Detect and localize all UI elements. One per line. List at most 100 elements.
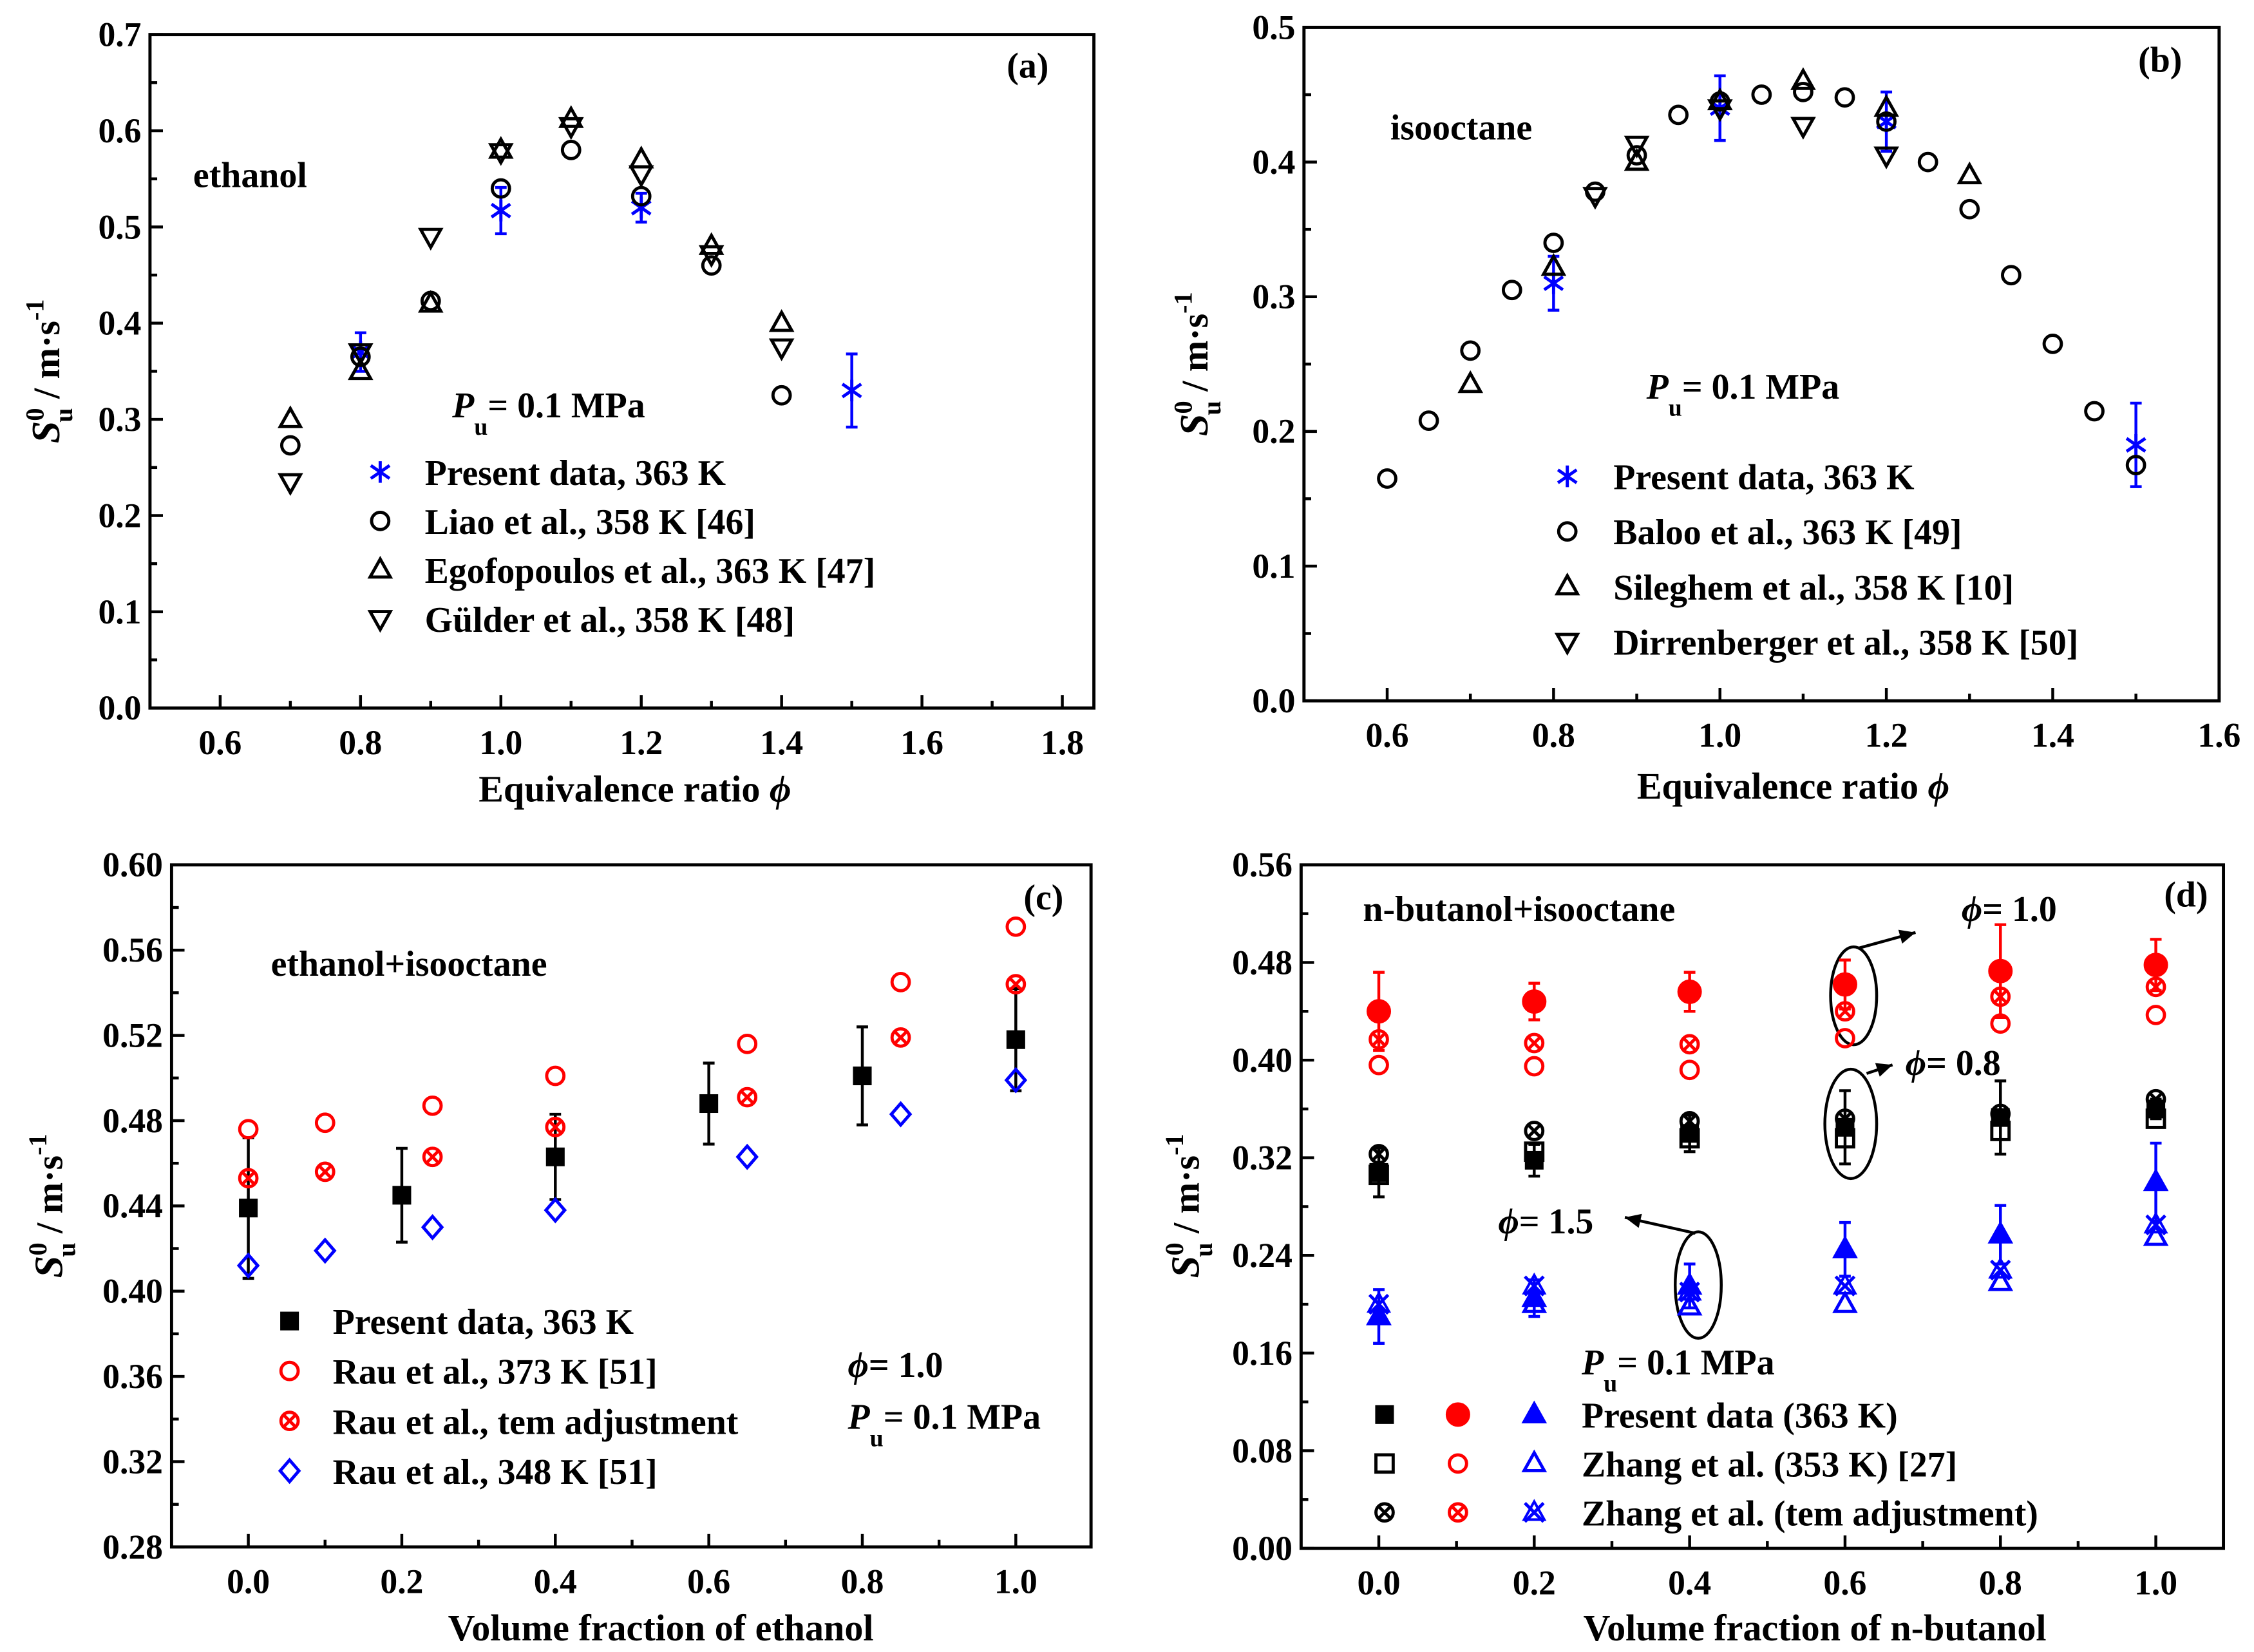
data-point [889,1101,913,1128]
data-point [1751,84,1772,105]
legend-marker [1448,1502,1468,1523]
data-point [2143,1168,2169,1192]
y-tick-label: 0.1 [1252,547,1295,585]
data-point [1873,146,1899,169]
x-tick-label: 0.6 [687,1562,730,1600]
data-point [1543,233,1564,253]
legend-label: Egofopoulos et al., 363 K [47] [425,551,876,591]
x-tick-label: 1.0 [479,723,522,762]
x-tick-label: 0.0 [1358,1564,1401,1602]
data-point [1876,111,1897,132]
group-ellipse [1674,1230,1723,1340]
legend-marker [1522,1499,1547,1523]
arrow-head [1625,1213,1642,1228]
data-point [2145,976,2166,998]
legend-label: Sileghem et al., 358 K [10] [1613,568,2014,608]
data-point [1676,1293,1703,1316]
data-point [853,1066,872,1085]
data-point [1987,1220,2014,1244]
y-tick-label: 0.24 [1232,1236,1293,1275]
legend-label: Zhang et al. (tem adjustment) [1582,1494,2038,1533]
x-tick-label: 1.8 [1041,723,1084,762]
data-point [490,178,511,199]
panel-b: 0.6 0.8 1.0 1.2 1.4 1.6 0.0 0.1 0.2 0.3 0.4 0.5 Equi… [1169,8,2241,807]
y-tick-label: 0.48 [102,1101,163,1140]
panel-a: 0.6 0.8 1.0 1.2 1.4 1.6 1.8 0.0 0.1 0.2 0.3 0.4 0.5 0… [21,15,1096,810]
data-point [890,971,911,992]
data-point [1832,972,1857,997]
data-point [347,343,374,366]
legend-label: Rau et al., tem adjustment [333,1402,739,1442]
phi-annotation: ϕ= 1.0 [1962,889,2057,929]
data-point [628,146,654,169]
data-point [1832,1290,1858,1313]
x-axis-label: Volume fraction of ethanol [448,1607,874,1649]
x-tick-label: 0.6 [1365,716,1408,755]
data-point [2143,1211,2168,1236]
legend-marker [1374,1502,1395,1523]
data-point [701,255,722,276]
data-point [1835,1128,1855,1149]
y-axis-label: S0u / m·s-1 [21,299,79,443]
data-point [1668,104,1689,126]
x-tick-label: 1.2 [1865,716,1908,755]
data-point [278,405,303,428]
data-point [1988,958,2013,983]
data-point [392,1186,412,1205]
x-axis-label: Volume fraction of n-butanol [1583,1607,2046,1649]
y-tick-label: 0.16 [1232,1334,1293,1372]
legend-marker [370,461,391,483]
data-point [1677,979,1702,1004]
y-tick-label: 0.44 [102,1186,163,1225]
data-point [1624,147,1650,171]
y-tick-label: 0.32 [1232,1139,1293,1177]
legend-marker [367,556,393,579]
x-tick-label: 0.4 [1668,1564,1711,1602]
y-tick-label: 0.2 [98,496,141,535]
data-point [417,290,444,313]
legend-marker [367,610,393,633]
series-circle [279,140,792,456]
series-tri-filled [1366,1141,2169,1345]
data-point [1679,1034,1700,1055]
x-tick-label: 0.6 [1823,1564,1866,1602]
y-tick-label: 0.3 [98,400,141,439]
panel-tag: (d) [2164,875,2208,915]
panel-tag: (c) [1023,878,1063,918]
data-point [422,1095,443,1116]
legend-marker [279,1410,300,1432]
data-point [422,1146,443,1168]
y-tick-label: 0.1 [98,593,141,631]
pressure-label: Pu= 0.1 MPa [451,386,645,441]
x-tick-label: 0.0 [227,1562,270,1600]
arrow-head [1875,1063,1893,1077]
data-point [2125,455,2146,475]
y-axis-label: S0u / m·s-1 [1160,1134,1218,1278]
data-point [1959,198,1980,220]
data-point [1832,1272,1858,1296]
pressure-label: Pu= 0.1 MPa [848,1398,1041,1452]
data-point [1368,1054,1389,1076]
group-ellipse [1829,945,1879,1047]
y-axis-label: S0u / m·s-1 [1169,292,1227,436]
legend-marker [1557,521,1578,542]
series-circle-filled [1367,923,2168,1052]
series-tri-down [278,117,795,497]
legend-label: Gülder et al., 358 K [48] [425,600,795,640]
y-tick-label: 0.40 [1232,1041,1293,1079]
data-point [1707,99,1733,122]
data-point [1834,87,1855,108]
data-point [238,1119,259,1140]
series-circle [1368,1005,2166,1081]
data-point [1522,1272,1547,1296]
data-point [1524,1032,1545,1054]
series-diamond [236,1067,1028,1279]
y-tick-label: 0.2 [1252,412,1295,451]
data-point [558,117,584,140]
pressure-label: Pu= 0.1 MPa [1581,1343,1775,1398]
phi-annotation: ϕ= 1.5 [1498,1202,1593,1242]
data-point [1005,916,1027,937]
series-circle-x [1368,976,2166,1055]
series-tri-down [1582,99,1899,210]
data-point [771,385,792,406]
